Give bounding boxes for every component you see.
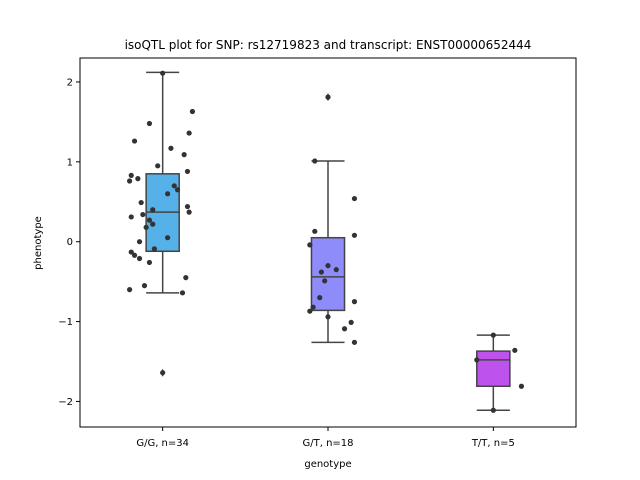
box-group-2	[310, 93, 346, 344]
data-point	[351, 299, 358, 305]
data-point	[127, 287, 133, 293]
data-point	[351, 232, 358, 238]
y-axis-label: phenotype	[33, 216, 44, 270]
data-point	[165, 191, 171, 197]
data-point	[325, 314, 331, 320]
data-point	[128, 214, 134, 220]
data-point	[165, 235, 171, 241]
data-point	[174, 187, 181, 193]
data-point	[310, 304, 316, 310]
data-point	[138, 199, 144, 206]
y-tick-label: 0	[67, 237, 73, 248]
data-point	[325, 263, 331, 269]
data-point	[143, 224, 149, 230]
data-point	[186, 209, 192, 215]
data-point	[155, 163, 161, 169]
y-tick-label: 1	[67, 157, 73, 168]
data-point	[518, 383, 525, 389]
data-point	[146, 120, 153, 127]
data-point	[307, 308, 313, 314]
data-point	[150, 207, 156, 213]
data-point	[128, 249, 134, 255]
data-point	[512, 347, 518, 353]
axes: −2 −1 0 1 2 G/G, n=34 G/T, n=18 T/T, n=5	[58, 77, 515, 449]
data-point	[136, 255, 143, 262]
y-tick-label: −1	[58, 317, 73, 328]
data-point	[146, 217, 153, 223]
points-group-2	[307, 94, 358, 345]
data-point	[160, 70, 166, 76]
data-point	[179, 290, 186, 296]
data-point	[184, 203, 191, 210]
y-tick-label: 2	[67, 77, 73, 88]
points-group-1	[127, 70, 196, 376]
data-point	[168, 145, 174, 151]
data-point	[186, 130, 192, 136]
data-point	[351, 195, 358, 202]
data-point	[348, 319, 354, 325]
data-point	[341, 326, 348, 332]
data-point	[171, 183, 177, 189]
data-point	[317, 295, 323, 301]
data-point	[136, 239, 143, 245]
data-point	[189, 108, 196, 115]
x-axis-label: genotype	[304, 459, 351, 470]
data-point	[333, 267, 339, 273]
data-point	[307, 242, 313, 248]
data-point	[318, 269, 324, 275]
x-tick-label: T/T, n=5	[471, 438, 515, 449]
data-point	[150, 221, 156, 227]
data-point	[325, 94, 331, 100]
data-point	[141, 283, 148, 289]
data-point	[312, 228, 318, 234]
data-point	[490, 407, 496, 413]
data-point	[183, 275, 189, 281]
data-point	[184, 168, 191, 175]
box-iqr	[476, 350, 511, 388]
data-point	[140, 211, 146, 218]
data-point	[160, 370, 166, 376]
data-point	[474, 357, 480, 363]
points-group-3	[474, 332, 525, 413]
y-tick-label: −2	[58, 397, 73, 408]
x-tick-label: G/T, n=18	[302, 438, 353, 449]
x-tick-label: G/G, n=34	[136, 438, 189, 449]
data-point	[351, 339, 358, 345]
box-iqr	[310, 236, 346, 312]
data-point	[490, 332, 496, 338]
data-point	[127, 178, 133, 184]
data-point	[151, 246, 157, 252]
plot-area	[127, 70, 525, 413]
data-point	[128, 172, 134, 179]
chart-title: isoQTL plot for SNP: rs12719823 and tran…	[125, 38, 532, 52]
data-point	[131, 138, 138, 144]
data-point	[181, 152, 187, 158]
data-point	[312, 158, 318, 164]
box-group-3	[476, 334, 511, 411]
data-point	[135, 176, 141, 182]
data-point	[146, 259, 153, 266]
data-point	[131, 252, 138, 258]
data-point	[322, 278, 328, 284]
